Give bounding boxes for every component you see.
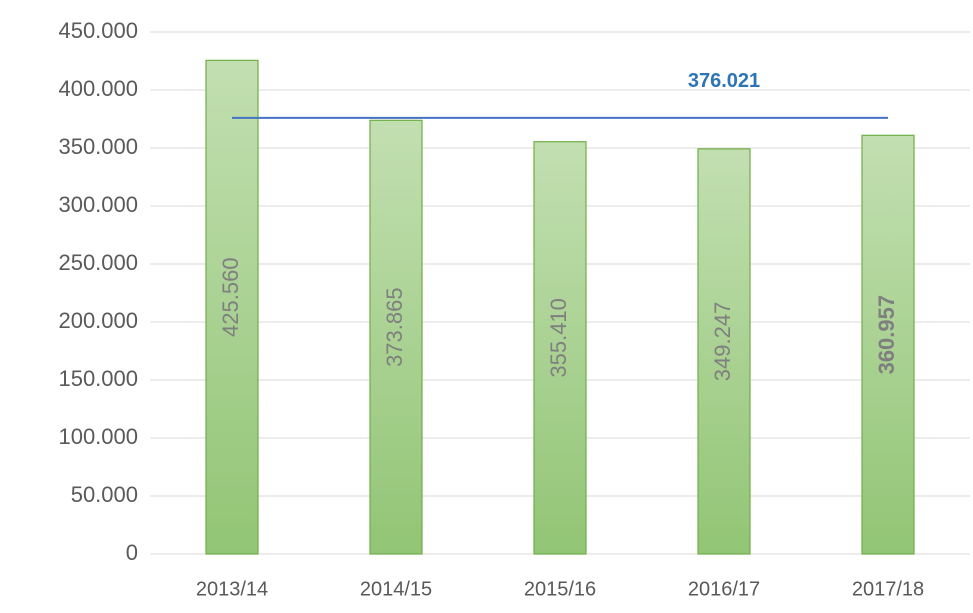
x-tick-label: 2013/14 <box>196 578 268 600</box>
value-label: 360.957 <box>874 295 899 375</box>
bar <box>861 134 915 555</box>
y-tick-label: 100.000 <box>58 424 138 449</box>
value-label: 355.410 <box>546 298 571 378</box>
average-label: 376.021 <box>688 70 760 92</box>
y-tick-label: 450.000 <box>58 18 138 43</box>
bar <box>369 119 423 555</box>
bar <box>533 141 587 555</box>
x-tick-label: 2014/15 <box>360 578 432 600</box>
y-tick-label: 150.000 <box>58 366 138 391</box>
x-tick-label: 2017/18 <box>852 578 924 600</box>
y-tick-label: 300.000 <box>58 192 138 217</box>
bar <box>205 59 259 555</box>
y-tick-label: 250.000 <box>58 250 138 275</box>
value-label: 425.560 <box>218 257 243 337</box>
y-tick-label: 50.000 <box>71 482 138 507</box>
value-label: 349.247 <box>710 302 735 382</box>
y-tick-label: 350.000 <box>58 134 138 159</box>
y-tick-label: 400.000 <box>58 76 138 101</box>
x-tick-label: 2015/16 <box>524 578 596 600</box>
bar <box>697 148 751 555</box>
y-tick-label: 0 <box>126 540 138 565</box>
value-label: 373.865 <box>382 287 407 367</box>
x-tick-label: 2016/17 <box>688 578 760 600</box>
y-tick-label: 200.000 <box>58 308 138 333</box>
